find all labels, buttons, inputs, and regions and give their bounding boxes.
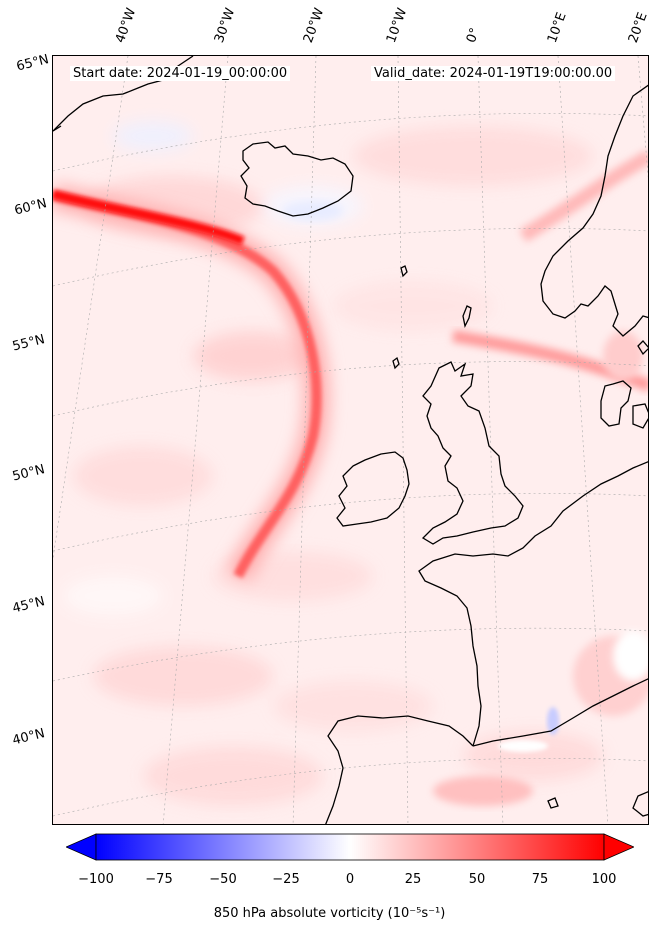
lat-label-55n: 55°N	[11, 332, 47, 355]
iberia-coast	[325, 715, 474, 824]
ireland-coast	[336, 451, 410, 527]
great-britain-coast	[421, 361, 524, 545]
lon-label-10e: 10°E	[544, 10, 570, 46]
lat-label-45n: 45°N	[11, 594, 47, 617]
colorbar-tick: −50	[209, 872, 237, 887]
start-date-label: Start date: 2024-01-19_00:00:00	[70, 66, 291, 81]
iceland-coast	[240, 141, 354, 217]
mediterranean-coast	[472, 678, 648, 747]
lat-label-60n: 60°N	[13, 196, 49, 219]
colorbar-label: 850 hPa absolute vorticity (10⁻⁵s⁻¹)	[213, 906, 446, 921]
colorbar-tick: 100	[591, 872, 617, 887]
norway-coast	[540, 84, 648, 337]
colorbar-tick: 25	[404, 872, 422, 887]
lon-label-40w: 40°W	[112, 6, 140, 45]
lat-label-50n: 50°N	[11, 462, 47, 485]
vorticity-field	[53, 56, 648, 824]
lat-label-65n: 65°N	[15, 52, 51, 75]
colorbar-tick: 50	[468, 872, 486, 887]
colorbar-tick: 0	[345, 872, 355, 887]
lon-label-0: 0°	[463, 25, 484, 45]
colorbar-body	[95, 833, 605, 861]
lon-label-20e: 20°E	[625, 10, 651, 46]
lon-label-10w: 10°W	[383, 6, 411, 45]
colorbar-tick: −100	[78, 872, 114, 887]
continent-coast	[418, 461, 648, 747]
faroe-coast	[400, 265, 408, 278]
valid-date-label: Valid_date: 2024-01-19T19:00:00.00	[371, 66, 616, 81]
lon-label-30w: 30°W	[211, 6, 239, 45]
colorbar-extend-max	[603, 833, 634, 861]
lon-label-20w: 20°W	[300, 6, 328, 45]
colorbar-extend-min	[66, 833, 97, 861]
denmark-coast	[600, 380, 632, 427]
vorticity-map	[52, 55, 649, 825]
lat-label-40n: 40°N	[11, 726, 47, 749]
colorbar-tick: −75	[145, 872, 173, 887]
colorbar-tick: −25	[272, 872, 300, 887]
map-canvas	[53, 56, 648, 824]
shetland-coast	[462, 305, 472, 328]
colorbar	[66, 833, 634, 861]
graticule	[53, 56, 648, 824]
colorbar-tick: 75	[531, 872, 549, 887]
